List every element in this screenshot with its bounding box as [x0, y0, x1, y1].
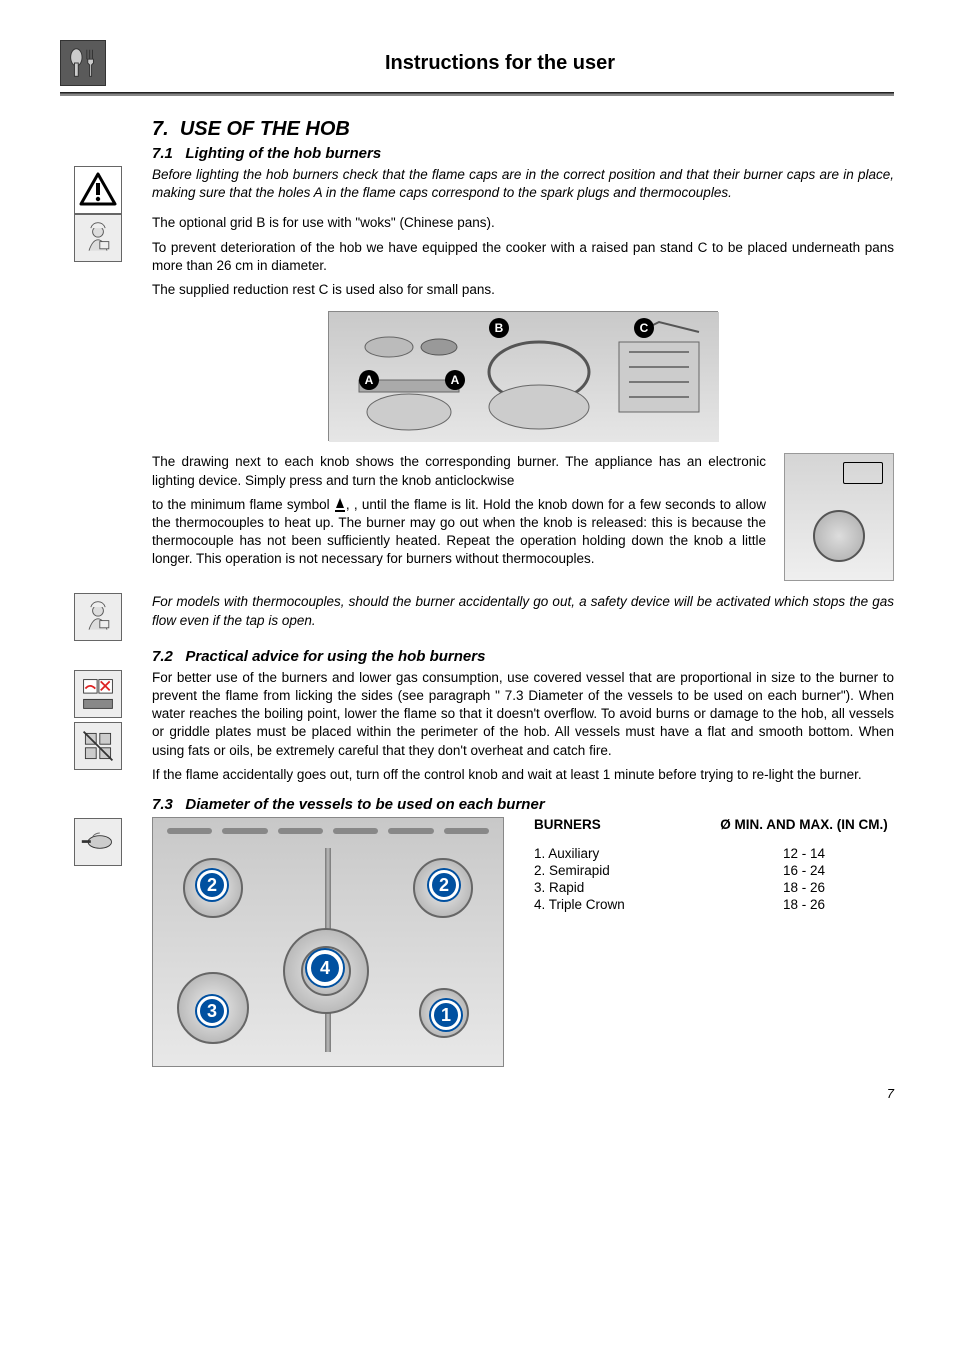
- section-number: 7.: [152, 118, 169, 140]
- grid-text-1: The optional grid B is for use with "wok…: [152, 214, 894, 232]
- thermocouple-text: For models with thermocouples, should th…: [152, 593, 894, 629]
- burner-badge-2b: 2: [429, 870, 459, 900]
- table-row: 4. Triple Crown 18 - 26: [534, 897, 894, 912]
- thermocouple-note: For models with thermocouples, should th…: [152, 593, 894, 629]
- lighting-para-2: to the minimum flame symbol , , until th…: [152, 496, 766, 569]
- burner-badge-2a: 2: [197, 870, 227, 900]
- cell-label: 2. Semirapid: [534, 863, 714, 878]
- cell-value: 12 - 14: [714, 846, 894, 861]
- hob-layout-row: 2 2 4 3 1 BURNERS Ø MIN. AND MAX. (IN CM…: [152, 817, 894, 1067]
- page-header: Instructions for the user: [60, 40, 894, 86]
- pan-icon: [74, 818, 136, 866]
- cell-value: 16 - 24: [714, 863, 894, 878]
- subsection-heading-7-3: 7.3 Diameter of the vessels to be used o…: [152, 796, 894, 813]
- col-burners: BURNERS: [534, 817, 714, 832]
- subsection-title: Diameter of the vessels to be used on ea…: [185, 796, 544, 813]
- subsection-number: 7.1: [152, 145, 173, 162]
- cell-label: 3. Rapid: [534, 880, 714, 895]
- cell-label: 4. Triple Crown: [534, 897, 714, 912]
- table-row: 3. Rapid 18 - 26: [534, 880, 894, 895]
- cell-value: 18 - 26: [714, 897, 894, 912]
- burner-caps-diagram: A A B C: [152, 311, 894, 441]
- lighting-para-1: The drawing next to each knob shows the …: [152, 453, 766, 489]
- burner-table: BURNERS Ø MIN. AND MAX. (IN CM.) 1. Auxi…: [534, 817, 894, 914]
- table-header: BURNERS Ø MIN. AND MAX. (IN CM.): [534, 817, 894, 832]
- burner-badge-4: 4: [307, 950, 343, 986]
- grid-text-2: To prevent deterioration of the hob we h…: [152, 239, 894, 275]
- burner-badge-1: 1: [431, 1000, 461, 1030]
- section-title: USE OF THE HOB: [180, 118, 350, 140]
- chef-icon: [74, 593, 136, 641]
- flame-icon: [334, 498, 346, 512]
- warning-block: Before lighting the hob burners check th…: [152, 166, 894, 202]
- subsection-title: Practical advice for using the hob burne…: [185, 648, 485, 665]
- header-rule: [60, 92, 894, 96]
- grid-text-3: The supplied reduction rest C is used al…: [152, 281, 894, 299]
- warning-text: Before lighting the hob burners check th…: [152, 166, 894, 202]
- warning-icon: [74, 166, 136, 214]
- section-7-3: 7.3 Diameter of the vessels to be used o…: [152, 796, 894, 1067]
- col-diameter: Ø MIN. AND MAX. (IN CM.): [714, 817, 894, 832]
- hob-top-diagram: 2 2 4 3 1: [152, 817, 504, 1067]
- cell-label: 1. Auxiliary: [534, 846, 714, 861]
- spoon-fork-icon: [60, 40, 106, 86]
- table-row: 1. Auxiliary 12 - 14: [534, 846, 894, 861]
- chef-icon: [74, 214, 136, 262]
- knob-diagram: [784, 453, 894, 581]
- lighting-instructions: The drawing next to each knob shows the …: [152, 453, 894, 581]
- page-title: Instructions for the user: [106, 40, 894, 75]
- table-row: 2. Semirapid 16 - 24: [534, 863, 894, 878]
- advice-text: For better use of the burners and lower …: [152, 669, 894, 760]
- section-7-2: 7.2 Practical advice for using the hob b…: [152, 648, 894, 784]
- subsection-number: 7.3: [152, 796, 173, 813]
- pot-icons: [74, 670, 136, 770]
- advice-text-2: If the flame accidentally goes out, turn…: [152, 766, 894, 784]
- burner-badge-3: 3: [197, 996, 227, 1026]
- info-block-grids: The optional grid B is for use with "wok…: [152, 214, 894, 299]
- subsection-heading-7-2: 7.2 Practical advice for using the hob b…: [152, 648, 894, 665]
- subsection-title: Lighting of the hob burners: [185, 145, 381, 162]
- page-number: 7: [887, 1086, 894, 1101]
- cell-value: 18 - 26: [714, 880, 894, 895]
- subsection-number: 7.2: [152, 648, 173, 665]
- subsection-heading-7-1: 7.1 Lighting of the hob burners: [152, 145, 894, 162]
- section-heading: 7. USE OF THE HOB: [152, 118, 894, 141]
